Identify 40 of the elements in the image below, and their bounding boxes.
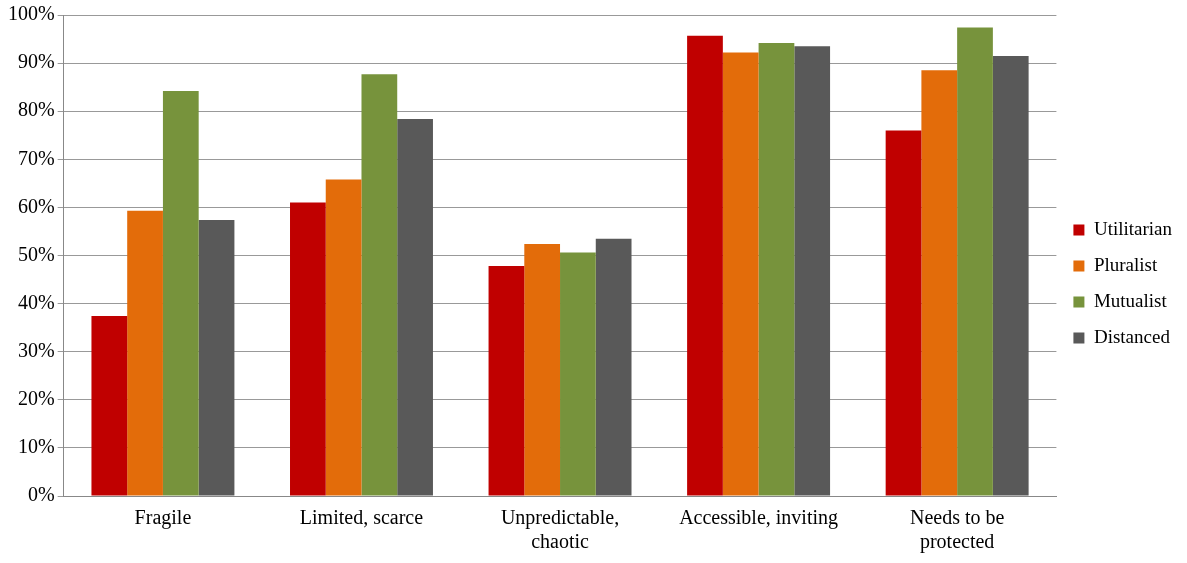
bar [361, 74, 398, 496]
y-tick-label: 20% [17, 387, 55, 410]
bar [992, 55, 1029, 496]
bar [488, 266, 525, 496]
y-tick-label: 70% [17, 146, 55, 169]
bar [722, 52, 759, 496]
legend-label: Mutualist [1093, 289, 1168, 311]
bar [325, 179, 362, 496]
y-tick-label: 10% [17, 435, 55, 458]
y-tick-label: 100% [7, 2, 55, 25]
y-tick-label: 30% [17, 338, 55, 361]
bar [162, 91, 199, 496]
bar [595, 238, 632, 496]
x-tick-label: Needs to be protected [909, 506, 1005, 554]
legend-label: Utilitarian [1093, 217, 1173, 239]
bar [91, 316, 128, 496]
bar [794, 46, 831, 496]
legend-label: Distanced [1093, 325, 1171, 347]
y-tick-label: 0% [27, 483, 55, 506]
y-tick-label: 90% [17, 50, 55, 73]
bar [198, 219, 235, 496]
y-tick-label: 50% [17, 242, 55, 265]
bar [524, 243, 561, 496]
bar [957, 27, 993, 496]
bar [290, 202, 326, 496]
bar [687, 35, 723, 496]
bar [885, 130, 922, 496]
bar [560, 252, 596, 496]
x-tick-label: Unpredictable, chaotic [500, 506, 620, 553]
x-tick-label: Accessible, inviting [679, 506, 839, 530]
x-tick-label: Limited, scarce [299, 506, 424, 529]
y-tick-label: 40% [17, 290, 55, 313]
y-tick-label: 80% [17, 98, 55, 121]
y-tick-label: 60% [17, 194, 55, 217]
x-tick-label: Fragile [134, 506, 192, 530]
legend-label: Pluralist [1093, 253, 1158, 275]
bar [758, 42, 795, 496]
bar [397, 118, 433, 496]
bar [127, 210, 163, 496]
bar [921, 70, 958, 496]
